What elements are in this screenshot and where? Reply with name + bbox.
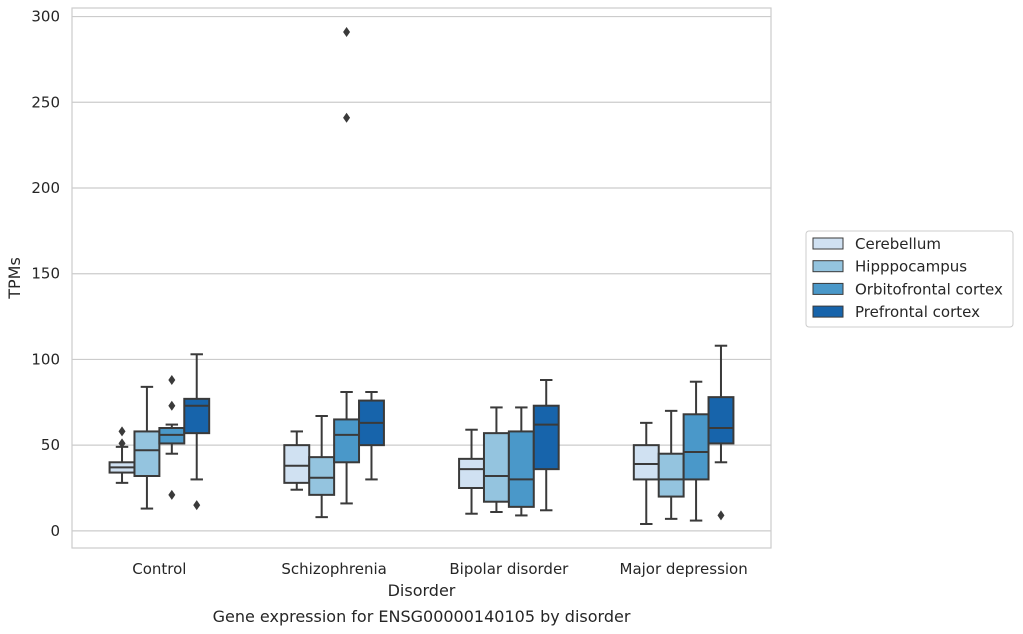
box-body bbox=[682, 413, 710, 481]
box-hipppocampus bbox=[133, 385, 161, 510]
legend-swatch bbox=[812, 305, 844, 318]
y-tick-label: 200 bbox=[31, 179, 60, 197]
legend-frame bbox=[805, 230, 1014, 328]
grid-lines bbox=[72, 15, 771, 532]
box-cerebellum bbox=[283, 430, 311, 491]
box-body bbox=[458, 457, 485, 490]
x-tick-label: Major depression bbox=[620, 560, 748, 578]
x-tick-label: Schizophrenia bbox=[281, 560, 386, 578]
box-body bbox=[532, 404, 560, 471]
box-orbitofrontal-cortex bbox=[333, 27, 361, 505]
outlier-marker bbox=[168, 375, 176, 385]
box-prefrontal-cortex bbox=[358, 391, 385, 481]
legend-label: Prefrontal cortex bbox=[855, 303, 980, 321]
y-tick-label: 100 bbox=[31, 350, 60, 368]
x-tick-label: Bipolar disorder bbox=[449, 560, 569, 578]
outlier-marker bbox=[343, 112, 351, 123]
box-cerebellum bbox=[108, 426, 136, 484]
box-hipppocampus bbox=[308, 415, 336, 519]
x-tick-label: Control bbox=[132, 560, 186, 578]
chart-caption: Gene expression for ENSG00000140105 by d… bbox=[213, 607, 631, 626]
y-tick-label: 300 bbox=[31, 8, 60, 26]
box-body bbox=[183, 397, 211, 435]
legend-swatch bbox=[812, 260, 844, 273]
box-cerebellum bbox=[458, 428, 485, 515]
box-body bbox=[657, 452, 685, 498]
box-body bbox=[707, 396, 735, 445]
outlier-marker bbox=[717, 510, 725, 521]
legend-label: Cerebellum bbox=[855, 235, 941, 253]
x-axis-ticks: Control Schizophrenia Bipolar disorder Majo… bbox=[132, 560, 747, 578]
legend-label: Orbitofrontal cortex bbox=[855, 280, 1003, 298]
outlier-marker bbox=[168, 400, 176, 411]
box-hipppocampus bbox=[482, 406, 510, 513]
box-cerebellum bbox=[632, 421, 660, 525]
legend-swatch bbox=[812, 237, 844, 250]
x-axis-title: Disorder bbox=[388, 581, 456, 600]
box-prefrontal-cortex bbox=[532, 379, 560, 512]
y-axis-title: TPMs bbox=[5, 257, 24, 300]
box-body bbox=[283, 444, 311, 484]
box-prefrontal-cortex bbox=[183, 353, 211, 511]
box-body bbox=[482, 432, 510, 503]
legend-swatch bbox=[812, 282, 844, 295]
legend-label: Hipppocampus bbox=[855, 258, 967, 276]
outlier-marker bbox=[193, 500, 201, 511]
y-tick-label: 150 bbox=[31, 265, 60, 283]
box-plot-area bbox=[108, 27, 735, 525]
outlier-marker bbox=[168, 489, 176, 500]
box-body bbox=[308, 456, 336, 496]
legend-entries: Cerebellum Hipppocampus Orbitofrontal cort… bbox=[812, 235, 1003, 321]
outlier-marker bbox=[343, 27, 351, 37]
y-axis-ticks: 0 50 100 150 200 250 300 bbox=[31, 8, 60, 540]
box-orbitofrontal-cortex bbox=[682, 380, 710, 522]
box-body bbox=[507, 430, 535, 508]
box-orbitofrontal-cortex bbox=[158, 375, 186, 500]
box-body bbox=[133, 430, 161, 477]
y-tick-label: 250 bbox=[31, 93, 60, 111]
box-orbitofrontal-cortex bbox=[507, 406, 535, 517]
plot-frame bbox=[71, 7, 772, 549]
outlier-marker bbox=[118, 426, 126, 437]
outlier-marker bbox=[118, 438, 126, 449]
box-prefrontal-cortex bbox=[707, 344, 735, 521]
box-body bbox=[632, 444, 660, 481]
box-hipppocampus bbox=[657, 409, 685, 520]
y-tick-label: 50 bbox=[41, 436, 60, 454]
legend: Cerebellum Hipppocampus Orbitofrontal cort… bbox=[805, 230, 1014, 328]
box-body bbox=[333, 418, 361, 464]
y-tick-label: 0 bbox=[50, 522, 60, 540]
